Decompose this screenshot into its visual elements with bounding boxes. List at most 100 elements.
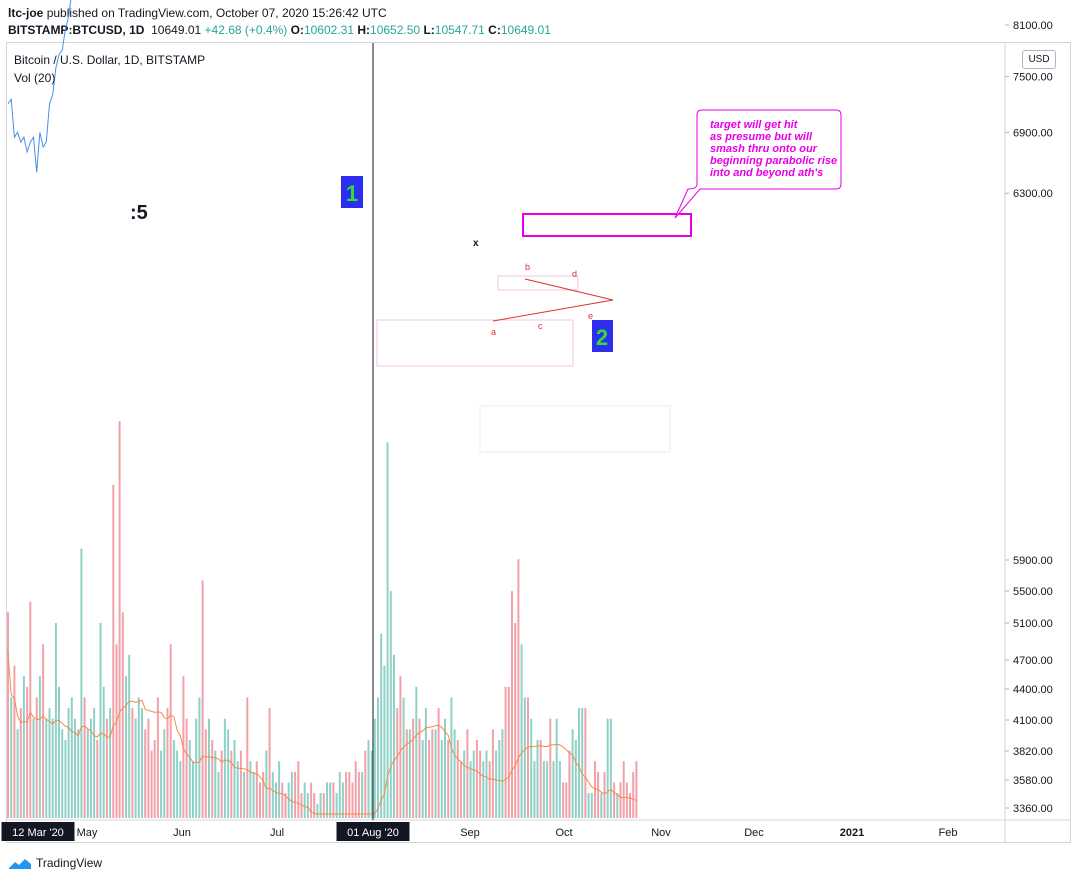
wave-a-label: a xyxy=(491,327,496,337)
y-tick-label: 6300.00 xyxy=(1013,188,1053,200)
brand-name[interactable]: TradingView xyxy=(36,856,103,870)
symbol-label: BITSTAMP:BTCUSD, 1D xyxy=(8,23,145,37)
volume-bar xyxy=(364,750,367,818)
x-tick-label: Jul xyxy=(270,827,284,839)
low-value: 10547.71 xyxy=(434,23,485,37)
x-tick-label: Dec xyxy=(744,827,764,839)
x-highlight-bg xyxy=(1,822,75,841)
footer: TradingView xyxy=(8,856,102,870)
volume-bar xyxy=(223,718,226,818)
volume-ma-line xyxy=(7,652,637,815)
wave-1-box xyxy=(341,176,363,208)
callout-line: as presume but will xyxy=(710,131,813,143)
volume-bar xyxy=(163,729,166,818)
volume-bar xyxy=(29,601,32,818)
volume-bar xyxy=(511,591,513,818)
y-tick-label: 4700.00 xyxy=(1013,655,1053,667)
volume-bar xyxy=(361,771,364,818)
volume-bar xyxy=(609,718,612,818)
volume-bar xyxy=(144,729,147,818)
volume-bar xyxy=(83,697,86,818)
volume-bar xyxy=(169,644,172,818)
y-tick-label: 5900.00 xyxy=(1013,555,1053,567)
empty-box xyxy=(479,405,671,453)
target-box[interactable] xyxy=(522,213,692,237)
volume-bar xyxy=(99,623,102,818)
callout-line: target will get hit xyxy=(710,119,799,131)
volume-bar xyxy=(485,750,488,818)
volume-bar xyxy=(460,761,462,818)
callout-line: smash thru onto our xyxy=(710,143,818,155)
callout-line: beginning parabolic rise xyxy=(710,155,837,167)
volume-bar xyxy=(354,761,357,818)
volume-bar xyxy=(479,750,482,818)
volume-bar xyxy=(255,761,258,818)
volume-bar xyxy=(495,750,498,818)
y-tick-label: 3360.00 xyxy=(1013,803,1053,815)
wave-1-label: 1 xyxy=(346,181,358,206)
volume-bar xyxy=(278,761,281,818)
legend-title: Bitcoin / U.S. Dollar, 1D, BITSTAMP xyxy=(14,53,205,67)
volume-bar xyxy=(345,771,348,818)
volume-bar xyxy=(115,644,118,818)
volume-bar xyxy=(179,761,182,818)
x-axis[interactable]: 12 Mar '20 May Jun Jul 01 Aug '20 Sep Oct Nov De… xyxy=(1,822,958,841)
author-name[interactable]: ltc-joe xyxy=(8,6,44,20)
y-axis[interactable]: 16000.0015000.0014000.0012800.0012000.00… xyxy=(1005,0,1059,815)
last-price: 10649.01 xyxy=(151,23,202,37)
chart-frame[interactable] xyxy=(6,42,1071,843)
volume-bar xyxy=(316,803,319,818)
range-box xyxy=(497,275,579,291)
ohlc-header: BITSTAMP:BTCUSD, 1D 10649.01 +42.68 (+0.… xyxy=(8,23,551,37)
volume-bar xyxy=(418,718,421,818)
callout-bubble[interactable] xyxy=(674,109,842,219)
volume-bar xyxy=(211,740,214,818)
y-tick-label: 4100.00 xyxy=(1013,715,1053,727)
volume-bar xyxy=(188,740,191,818)
volume-bar xyxy=(565,782,568,818)
volume-bar xyxy=(70,697,73,818)
triangle-lower-line xyxy=(492,299,614,322)
volume-bar xyxy=(622,761,625,818)
volume-bar xyxy=(600,793,603,818)
volume-bar xyxy=(616,793,619,818)
volume-bar xyxy=(405,729,408,818)
publish-info: ltc-joe published on TradingView.com, Oc… xyxy=(8,6,387,20)
volume-bar xyxy=(625,782,628,818)
volume-bar xyxy=(176,750,179,818)
volume-bar xyxy=(109,708,112,818)
currency-button[interactable]: USD xyxy=(1022,50,1056,69)
volume-bar xyxy=(584,708,587,818)
volume-bar xyxy=(562,782,565,818)
callout-line: into and beyond ath's xyxy=(710,167,823,179)
volume-bar xyxy=(249,761,252,818)
volume-bar xyxy=(297,761,300,818)
volume-bar xyxy=(77,729,80,818)
volume-bar xyxy=(450,697,453,818)
y-tick-label: 5500.00 xyxy=(1013,586,1053,598)
volume-bar xyxy=(239,750,242,818)
volume-bar xyxy=(415,686,418,818)
volume-bar xyxy=(185,718,188,818)
volume-bar xyxy=(463,750,466,818)
volume-bar xyxy=(287,782,290,818)
volume-bar xyxy=(319,793,322,818)
volume-bar xyxy=(552,761,555,818)
volume-bar xyxy=(338,771,341,818)
wave-x-label: x xyxy=(473,238,479,249)
volume-bar xyxy=(542,761,545,818)
x-tick-label: Nov xyxy=(651,827,671,839)
volume-bar xyxy=(131,708,134,818)
volume-bar xyxy=(230,750,233,818)
volume-bar xyxy=(380,633,383,818)
volume-bar xyxy=(635,761,638,818)
volume-bar xyxy=(357,771,360,818)
volume-bar xyxy=(578,708,580,818)
volume-bar xyxy=(64,740,67,818)
volume-bar xyxy=(195,718,198,818)
volume-bar xyxy=(632,771,635,818)
volume-bar xyxy=(488,761,491,818)
volume-bar xyxy=(539,740,542,818)
